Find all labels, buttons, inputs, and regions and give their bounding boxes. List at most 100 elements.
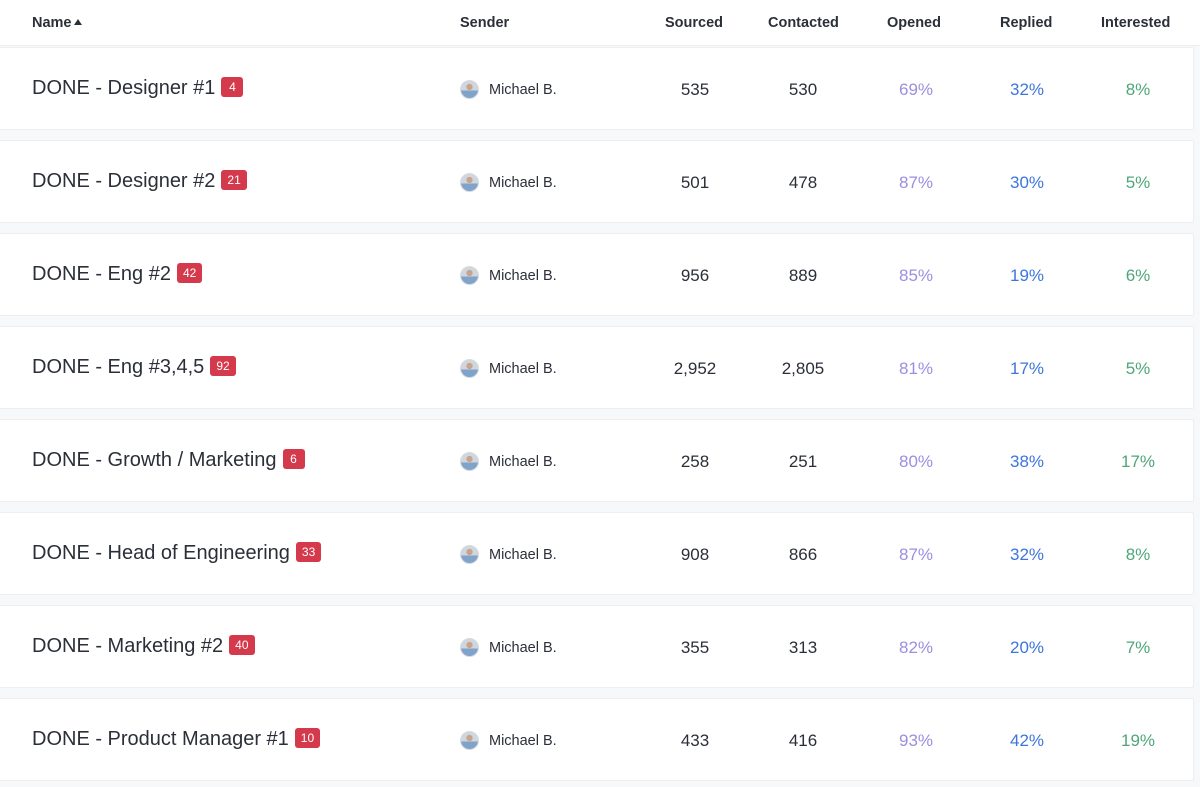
campaign-name[interactable]: DONE - Eng #2 42: [32, 263, 203, 286]
interested-value: 19%: [1120, 731, 1156, 750]
avatar: [460, 545, 479, 564]
avatar: [460, 452, 479, 471]
count-badge: 40: [229, 635, 255, 655]
replied-value: 20%: [1009, 638, 1045, 657]
campaign-name[interactable]: DONE - Eng #3,4,5 92: [32, 356, 236, 379]
table-header: Name Sender Sourced Contacted Opened Rep…: [0, 0, 1200, 46]
campaign-name[interactable]: DONE - Designer #2 21: [32, 170, 247, 193]
sender: Michael B.: [460, 545, 557, 564]
column-name-label: Name: [32, 15, 72, 31]
sender-name: Michael B.: [489, 732, 557, 749]
opened-value: 81%: [898, 359, 934, 378]
opened-value: 87%: [898, 545, 934, 564]
campaign-name-text: DONE - Marketing #2: [32, 635, 224, 657]
interested-value: 17%: [1120, 452, 1156, 471]
sender: Michael B.: [460, 359, 557, 378]
campaign-name-text: DONE - Designer #2: [32, 170, 216, 192]
count-badge: 6: [282, 449, 305, 469]
sender-name: Michael B.: [489, 639, 557, 656]
contacted-value: 416: [788, 731, 818, 750]
avatar: [460, 80, 479, 99]
avatar: [460, 638, 479, 657]
sender: Michael B.: [460, 173, 557, 192]
sourced-value: 355: [680, 638, 710, 657]
table-row[interactable]: DONE - Growth / Marketing 6 Michael B. 25…: [0, 419, 1194, 502]
count-badge: 21: [221, 170, 247, 190]
interested-value: 5%: [1125, 359, 1151, 378]
sender: Michael B.: [460, 452, 557, 471]
interested-value: 7%: [1125, 638, 1151, 657]
campaign-name[interactable]: DONE - Growth / Marketing 6: [32, 449, 305, 472]
column-header-interested[interactable]: Interested: [1101, 15, 1171, 31]
table-row[interactable]: DONE - Designer #1 4 Michael B. 535 530 6…: [0, 47, 1194, 130]
replied-value: 30%: [1009, 173, 1045, 192]
campaign-name-text: DONE - Growth / Marketing: [32, 449, 277, 471]
column-header-replied[interactable]: Replied: [1000, 15, 1053, 31]
campaign-name[interactable]: DONE - Marketing #2 40: [32, 635, 255, 658]
interested-value: 5%: [1125, 173, 1151, 192]
sourced-value: 908: [680, 545, 710, 564]
campaign-name[interactable]: DONE - Head of Engineering 33: [32, 542, 322, 565]
column-header-sourced[interactable]: Sourced: [665, 15, 724, 31]
sourced-value: 433: [680, 731, 710, 750]
table-row[interactable]: DONE - Marketing #2 40 Michael B. 355 313…: [0, 605, 1194, 688]
campaign-name-text: DONE - Eng #3,4,5: [32, 356, 205, 378]
contacted-value: 889: [788, 266, 818, 285]
opened-value: 69%: [898, 80, 934, 99]
opened-value: 93%: [898, 731, 934, 750]
interested-value: 8%: [1125, 545, 1151, 564]
campaign-name[interactable]: DONE - Product Manager #1 10: [32, 728, 321, 751]
count-badge: 42: [176, 263, 203, 283]
column-header-contacted[interactable]: Contacted: [768, 15, 839, 31]
opened-value: 87%: [898, 173, 934, 192]
count-badge: 4: [221, 77, 244, 97]
table-row[interactable]: DONE - Head of Engineering 33 Michael B. …: [0, 512, 1194, 595]
avatar: [460, 266, 479, 285]
sender: Michael B.: [460, 266, 557, 285]
sourced-value: 501: [680, 173, 710, 192]
campaign-name-text: DONE - Eng #2: [32, 263, 171, 285]
campaign-name-text: DONE - Designer #1: [32, 77, 216, 99]
interested-value: 6%: [1125, 266, 1151, 285]
opened-value: 80%: [898, 452, 934, 471]
campaign-name-text: DONE - Head of Engineering: [32, 542, 290, 564]
campaign-name[interactable]: DONE - Designer #1 4: [32, 77, 244, 100]
campaign-name-text: DONE - Product Manager #1: [32, 728, 289, 750]
sourced-value: 535: [680, 80, 710, 99]
table-row[interactable]: DONE - Product Manager #1 10 Michael B. 4…: [0, 698, 1194, 781]
column-header-sender[interactable]: Sender: [460, 15, 510, 31]
sort-ascending-icon: [73, 19, 82, 25]
replied-value: 17%: [1009, 359, 1045, 378]
replied-value: 38%: [1009, 452, 1045, 471]
sender: Michael B.: [460, 638, 557, 657]
contacted-value: 251: [788, 452, 818, 471]
count-badge: 33: [295, 542, 322, 562]
column-header-opened[interactable]: Opened: [887, 15, 941, 31]
sender: Michael B.: [460, 80, 557, 99]
opened-value: 82%: [898, 638, 934, 657]
opened-value: 85%: [898, 266, 934, 285]
replied-value: 19%: [1009, 266, 1045, 285]
replied-value: 42%: [1009, 731, 1045, 750]
interested-value: 8%: [1125, 80, 1151, 99]
table-row[interactable]: DONE - Eng #3,4,5 92 Michael B. 2,952 2,8…: [0, 326, 1194, 409]
column-header-name[interactable]: Name: [32, 15, 82, 31]
sender-name: Michael B.: [489, 81, 557, 98]
contacted-value: 530: [788, 80, 818, 99]
sender-name: Michael B.: [489, 546, 557, 563]
table-row[interactable]: DONE - Eng #2 42 Michael B. 956 889 85% 1…: [0, 233, 1194, 316]
replied-value: 32%: [1009, 80, 1045, 99]
avatar: [460, 359, 479, 378]
avatar: [460, 173, 479, 192]
sourced-value: 258: [680, 452, 710, 471]
sender-name: Michael B.: [489, 360, 557, 377]
avatar: [460, 731, 479, 750]
contacted-value: 2,805: [781, 359, 825, 378]
replied-value: 32%: [1009, 545, 1045, 564]
count-badge: 10: [294, 728, 321, 748]
contacted-value: 866: [788, 545, 818, 564]
table-row[interactable]: DONE - Designer #2 21 Michael B. 501 478 …: [0, 140, 1194, 223]
sourced-value: 2,952: [673, 359, 717, 378]
sender: Michael B.: [460, 731, 557, 750]
sourced-value: 956: [680, 266, 710, 285]
